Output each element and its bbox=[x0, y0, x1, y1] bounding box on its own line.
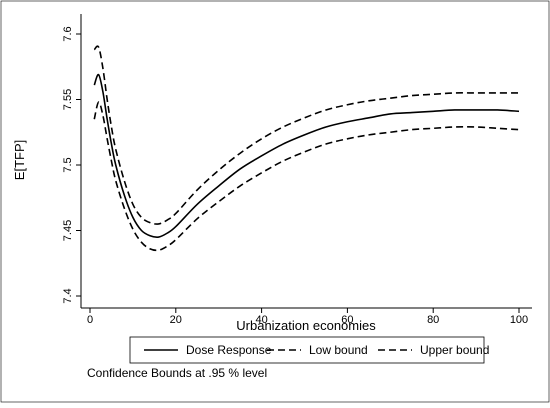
confidence-note: Confidence Bounds at .95 % level bbox=[87, 366, 267, 380]
legend-item-upper-bound: Upper bound bbox=[378, 343, 489, 357]
y-tick-label: 7.5 bbox=[62, 157, 74, 172]
legend-item-dose-response: Dose Response bbox=[144, 343, 272, 357]
dose-response-line bbox=[93, 73, 520, 238]
legend: Dose Response Low bound Upper bound bbox=[144, 343, 489, 357]
legend-box bbox=[129, 336, 485, 364]
legend-label: Upper bound bbox=[420, 343, 489, 357]
x-tick-label: 0 bbox=[87, 314, 93, 326]
upper-bound-line bbox=[93, 45, 519, 225]
legend-label: Low bound bbox=[309, 343, 368, 357]
legend-label: Dose Response bbox=[186, 343, 272, 357]
x-tick-label: 100 bbox=[510, 314, 528, 326]
y-axis-title: E[TFP] bbox=[12, 140, 27, 180]
series-group bbox=[93, 45, 520, 252]
x-tick-label: 80 bbox=[427, 314, 439, 326]
y-tick-label: 7.6 bbox=[62, 26, 74, 41]
y-tick-label: 7.55 bbox=[62, 89, 74, 110]
x-tick-label: 40 bbox=[255, 314, 267, 326]
y-tick-label: 7.4 bbox=[62, 288, 74, 303]
y-tick-label: 7.45 bbox=[62, 220, 74, 241]
x-tick-label: 20 bbox=[170, 314, 182, 326]
low-bound-line bbox=[93, 101, 520, 252]
legend-item-low-bound: Low bound bbox=[267, 343, 368, 357]
tick-group: 0 20 40 60 80 100 7.4 7.45 7.5 7.55 7.6 bbox=[62, 26, 528, 326]
x-tick-label: 60 bbox=[341, 314, 353, 326]
x-axis-title: Urbanization economies bbox=[236, 318, 376, 333]
